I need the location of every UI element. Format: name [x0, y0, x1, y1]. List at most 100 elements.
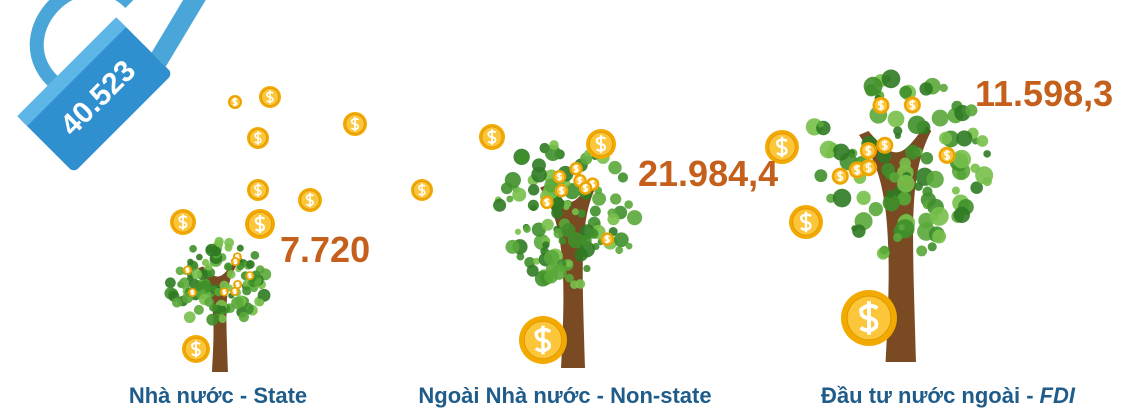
leaf	[852, 224, 865, 237]
leaf	[231, 297, 243, 309]
leaf	[856, 191, 870, 205]
leaf	[905, 145, 920, 160]
coin-symbol	[910, 100, 915, 110]
leaf	[817, 121, 823, 127]
leaf	[220, 306, 226, 312]
leaf	[977, 135, 989, 147]
coin-symbol	[866, 146, 871, 156]
leaf	[865, 84, 877, 96]
leaf	[565, 260, 572, 267]
leaf	[172, 298, 182, 308]
leaf	[940, 84, 948, 92]
leaf	[206, 314, 218, 326]
leaf	[242, 286, 251, 295]
leaf	[939, 132, 952, 145]
leaf	[590, 206, 601, 217]
coin-symbol	[583, 184, 587, 192]
leaf	[954, 207, 970, 223]
non-state-value: 21.984,4	[638, 153, 778, 194]
leaf	[618, 172, 628, 182]
coin-symbol	[557, 173, 561, 181]
leaf	[528, 184, 539, 195]
leaf	[239, 312, 249, 322]
leaf	[575, 248, 588, 261]
leaf	[165, 277, 176, 288]
coin-symbol	[233, 98, 237, 106]
coin-symbol	[223, 289, 226, 294]
leaf	[583, 265, 590, 272]
coin-symbol	[233, 289, 236, 294]
leaf	[919, 82, 932, 95]
leaf	[237, 245, 244, 252]
leaf	[194, 305, 204, 315]
leaf	[592, 192, 606, 206]
leaf	[932, 230, 946, 244]
leaf	[564, 200, 571, 207]
leaf	[833, 189, 852, 208]
coin-symbol	[944, 150, 949, 160]
leaf	[204, 297, 214, 307]
leaf	[627, 210, 642, 225]
leaf	[814, 169, 827, 182]
state-label: Nhà nước - State	[129, 383, 307, 408]
leaf	[921, 152, 933, 164]
leaf	[952, 150, 971, 169]
leaf	[515, 229, 521, 235]
leaf	[869, 202, 883, 216]
leaf	[219, 315, 227, 323]
leaf	[930, 207, 949, 226]
leaf	[251, 251, 260, 260]
leaf	[506, 195, 513, 202]
fdi-label-em: FDI	[1040, 383, 1076, 408]
leaf	[559, 237, 566, 244]
coin-symbol	[186, 267, 189, 272]
coin-symbol	[559, 187, 563, 195]
coin-symbol	[248, 273, 251, 278]
leaf	[189, 245, 197, 253]
coin-symbol	[191, 290, 194, 295]
leaf	[608, 161, 621, 174]
tree	[806, 70, 993, 362]
coin-symbol	[545, 198, 549, 206]
leaf	[572, 208, 579, 215]
leaf	[546, 263, 559, 276]
page: 40.523 7.720 21.984,4 11.598,3 Nhà nước …	[0, 0, 1132, 417]
leaf	[254, 280, 261, 287]
leaf	[983, 150, 991, 158]
coin-symbol	[878, 100, 883, 110]
leaf	[899, 158, 911, 170]
leaf	[916, 245, 927, 256]
leaf	[542, 219, 554, 231]
leaf	[523, 225, 531, 233]
leaf	[515, 150, 528, 163]
leaf	[527, 265, 539, 277]
leaf	[897, 175, 915, 193]
leaf	[575, 279, 585, 289]
state-value: 7.720	[280, 229, 370, 270]
leaf	[893, 233, 902, 242]
leaf	[826, 149, 835, 158]
coin-symbol	[234, 259, 237, 264]
leaf	[531, 167, 547, 183]
fdi-label: Đầu tư nước ngoài -FDI	[821, 383, 1076, 408]
leaf	[501, 182, 513, 194]
coin-symbol	[855, 165, 860, 175]
leaf	[882, 70, 901, 89]
leaf	[932, 110, 949, 127]
coin-symbol	[838, 171, 843, 181]
leaf	[610, 193, 621, 204]
watering-can: 40.523	[0, 0, 229, 173]
leaf	[928, 242, 937, 251]
tree	[493, 140, 642, 368]
leaf	[880, 246, 889, 255]
leaf	[559, 266, 565, 272]
coin-symbol	[882, 140, 887, 150]
tree	[164, 237, 271, 372]
leaf	[914, 182, 923, 191]
leaf	[224, 262, 232, 270]
leaf	[899, 224, 905, 230]
leaf	[225, 244, 233, 252]
leaf	[899, 86, 912, 99]
leaf	[205, 263, 212, 270]
leaf	[580, 235, 591, 246]
